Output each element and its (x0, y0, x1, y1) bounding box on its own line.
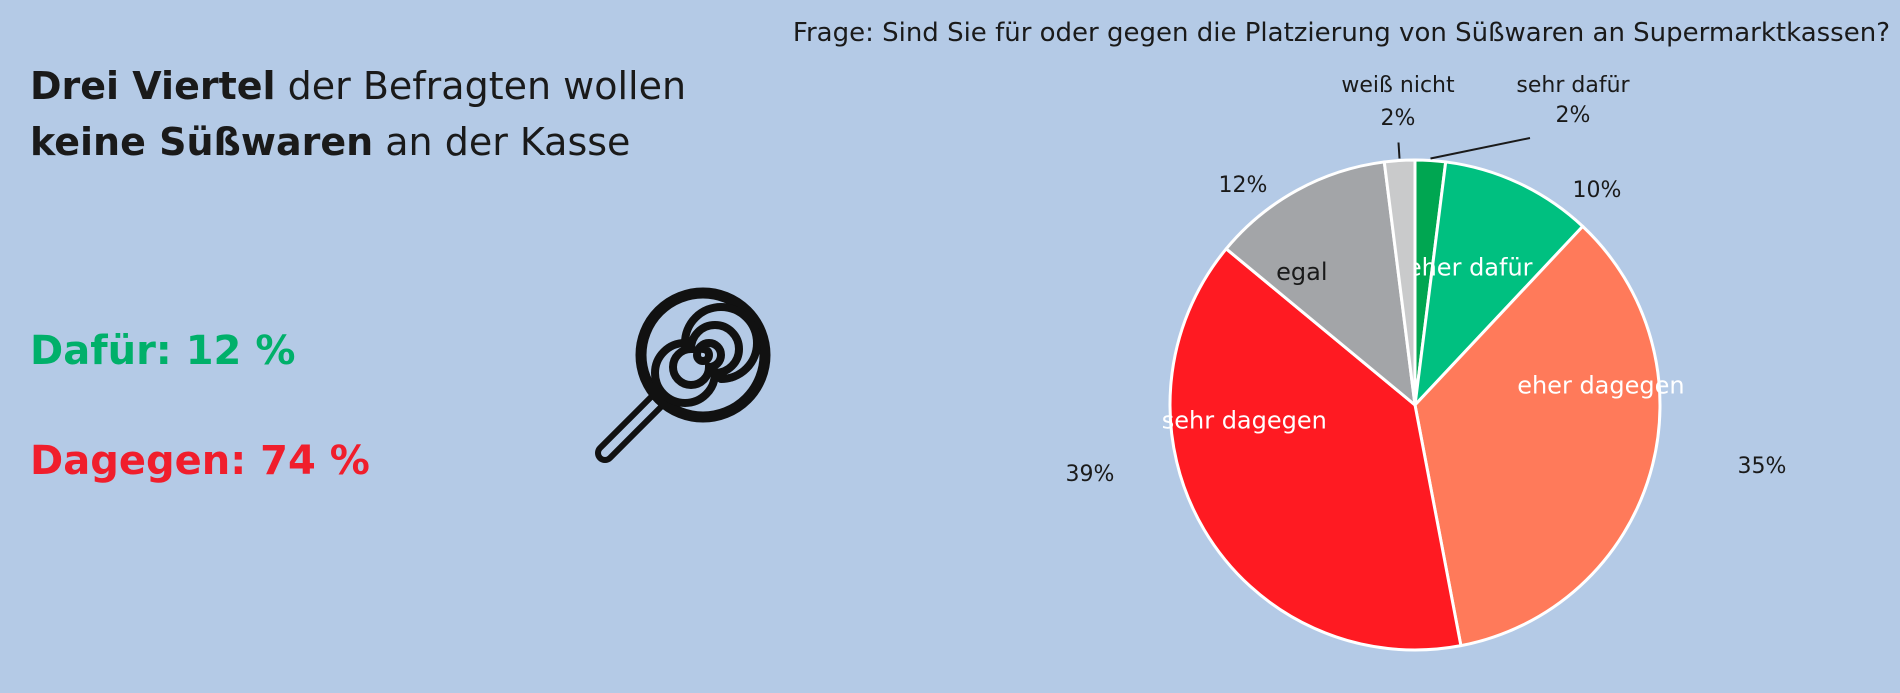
slice-label-eher-dagegen: eher dagegen (1517, 371, 1684, 399)
value-label-eher-dagegen: 35% (1738, 454, 1787, 479)
slice-label-sehr-dagegen: sehr dagegen (1162, 406, 1327, 434)
headline-bold-1: Drei Viertel (30, 64, 276, 108)
pie-slice-egal (1224, 160, 1417, 407)
slice-label-egal: egal (1276, 258, 1327, 286)
headline: Drei Viertel der Befragten wollen keine … (30, 58, 730, 170)
headline-text-1: der Befragten wollen (275, 64, 687, 108)
chart-title: Frage: Sind Sie für oder gegen die Platz… (792, 18, 1890, 48)
pie-slice-sehr-dagegen (1168, 247, 1463, 652)
headline-text-2: an der Kasse (373, 120, 631, 164)
stat-for: Dafür: 12 % (30, 328, 296, 374)
value-label-sehr-dagegen: 39% (1066, 462, 1115, 487)
value-label-eher-dafuer: 10% (1573, 178, 1622, 203)
leader-line-sehr-dafuer (1430, 137, 1531, 160)
value-label-sehr-dafuer: 2% (1556, 103, 1591, 128)
value-label-weiss-nicht: 2% (1381, 106, 1416, 131)
slice-label-weiss-nicht: weiß nicht (1341, 73, 1455, 98)
stat-against: Dagegen: 74 % (30, 438, 370, 484)
pie-slice-eher-dagegen (1413, 224, 1662, 648)
pie-slice-weiss-nicht (1382, 158, 1417, 407)
pie-slice-eher-dafuer (1413, 160, 1585, 407)
value-label-egal: 12% (1219, 173, 1268, 198)
slice-label-eher-dafuer: eher dafür (1407, 254, 1533, 282)
headline-bold-2: keine Süßwaren (30, 120, 374, 164)
lollipop-icon (595, 287, 771, 463)
slice-label-sehr-dafuer: sehr dafür (1516, 73, 1630, 98)
leader-line-weiss-nicht (1397, 142, 1401, 159)
